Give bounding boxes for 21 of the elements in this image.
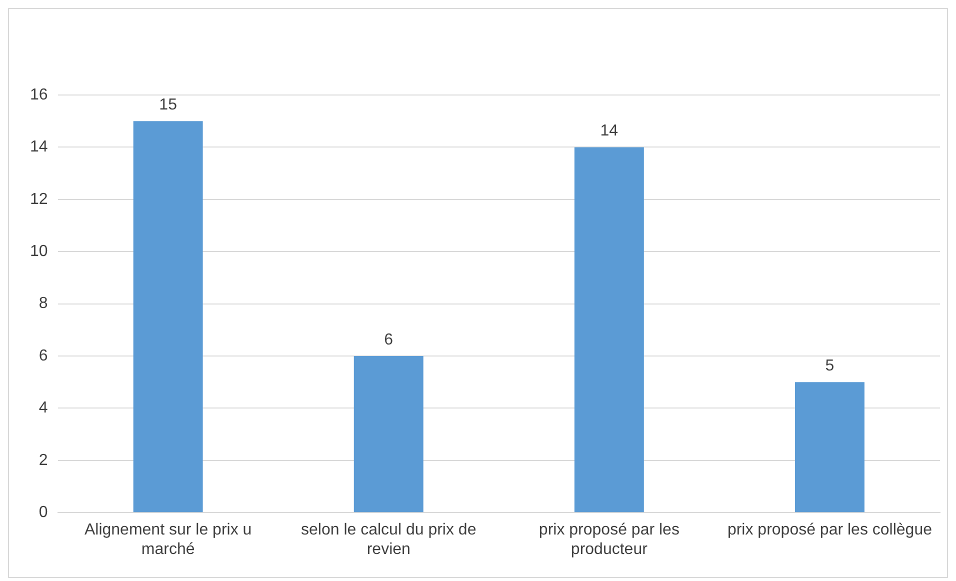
y-tick-label: 16 [30,86,48,104]
data-label: 14 [600,122,618,140]
bar [133,121,203,512]
bar [794,382,864,512]
data-label: 6 [384,331,394,348]
y-tick-label: 14 [30,138,48,156]
data-label: 5 [825,358,834,375]
y-tick-label: 0 [38,504,48,522]
data-label: 15 [159,96,178,114]
y-tick-label: 10 [30,243,48,260]
y-tick-label: 8 [38,295,48,312]
x-tick-label: Alignement sur le prix u marché [84,522,252,558]
y-tick-label: 2 [38,452,48,469]
x-tick-label: prix proposé par les producteur [538,522,680,558]
bar [354,356,424,512]
y-tick-label: 6 [38,347,48,364]
x-tick-label: prix proposé par les collègue [727,522,932,539]
bar [574,147,644,512]
x-tick-label: selon le calcul du prix de revien [301,522,476,558]
y-tick-label: 4 [38,400,48,417]
y-tick-label: 12 [30,190,48,208]
